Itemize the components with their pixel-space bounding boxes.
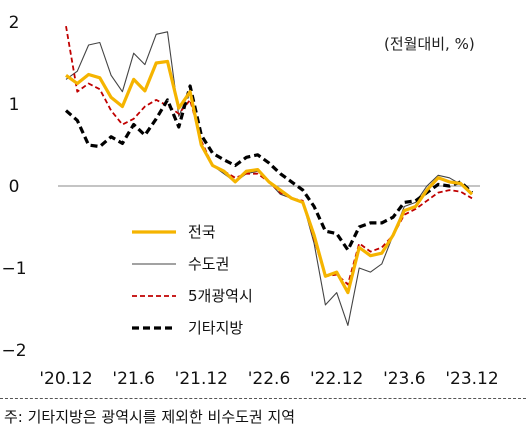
legend-label-2: 5개광역시 [188, 287, 253, 305]
x-tick-label: '23.12 [445, 369, 498, 389]
series-line-3 [64, 84, 474, 252]
x-tick-label: '21.12 [175, 369, 228, 389]
x-tick-label: '20.12 [39, 369, 92, 389]
legend-label-1: 수도권 [188, 255, 229, 273]
legend-label-0: 전국 [188, 223, 216, 241]
x-tick-label: '22.6 [248, 369, 291, 389]
series-line-2 [65, 25, 473, 286]
series-line-1 [65, 31, 473, 326]
y-axis-ticks: 2 1 0 −1 −2 [1, 13, 26, 361]
y-tick-label: 2 [9, 13, 20, 33]
y-tick-label: 1 [9, 95, 20, 115]
x-tick-label: '22.12 [310, 369, 363, 389]
legend-label-3: 기타지방 [188, 319, 243, 337]
y-tick-label: −2 [1, 341, 26, 361]
y-tick-label: 0 [9, 177, 20, 197]
footnote: 주: 기타지방은 광역시를 제외한 비수도권 지역 [4, 408, 296, 426]
unit-label: (전월대비, %) [384, 35, 475, 53]
series-line-0 [65, 59, 474, 295]
x-axis-ticks: '20.12 '21.6 '21.12 '22.6 '22.12 '23.6 '23.12 [39, 369, 498, 389]
y-tick-label: −1 [1, 259, 26, 279]
x-tick-label: '21.6 [112, 369, 155, 389]
x-tick-label: '23.6 [383, 369, 426, 389]
footnote-divider [0, 398, 526, 399]
line-chart: (전월대비, %) 2 1 0 −1 −2 '20.12 '21.6 '21.12 '22.6… [1, 13, 498, 389]
series-lines [64, 25, 474, 326]
